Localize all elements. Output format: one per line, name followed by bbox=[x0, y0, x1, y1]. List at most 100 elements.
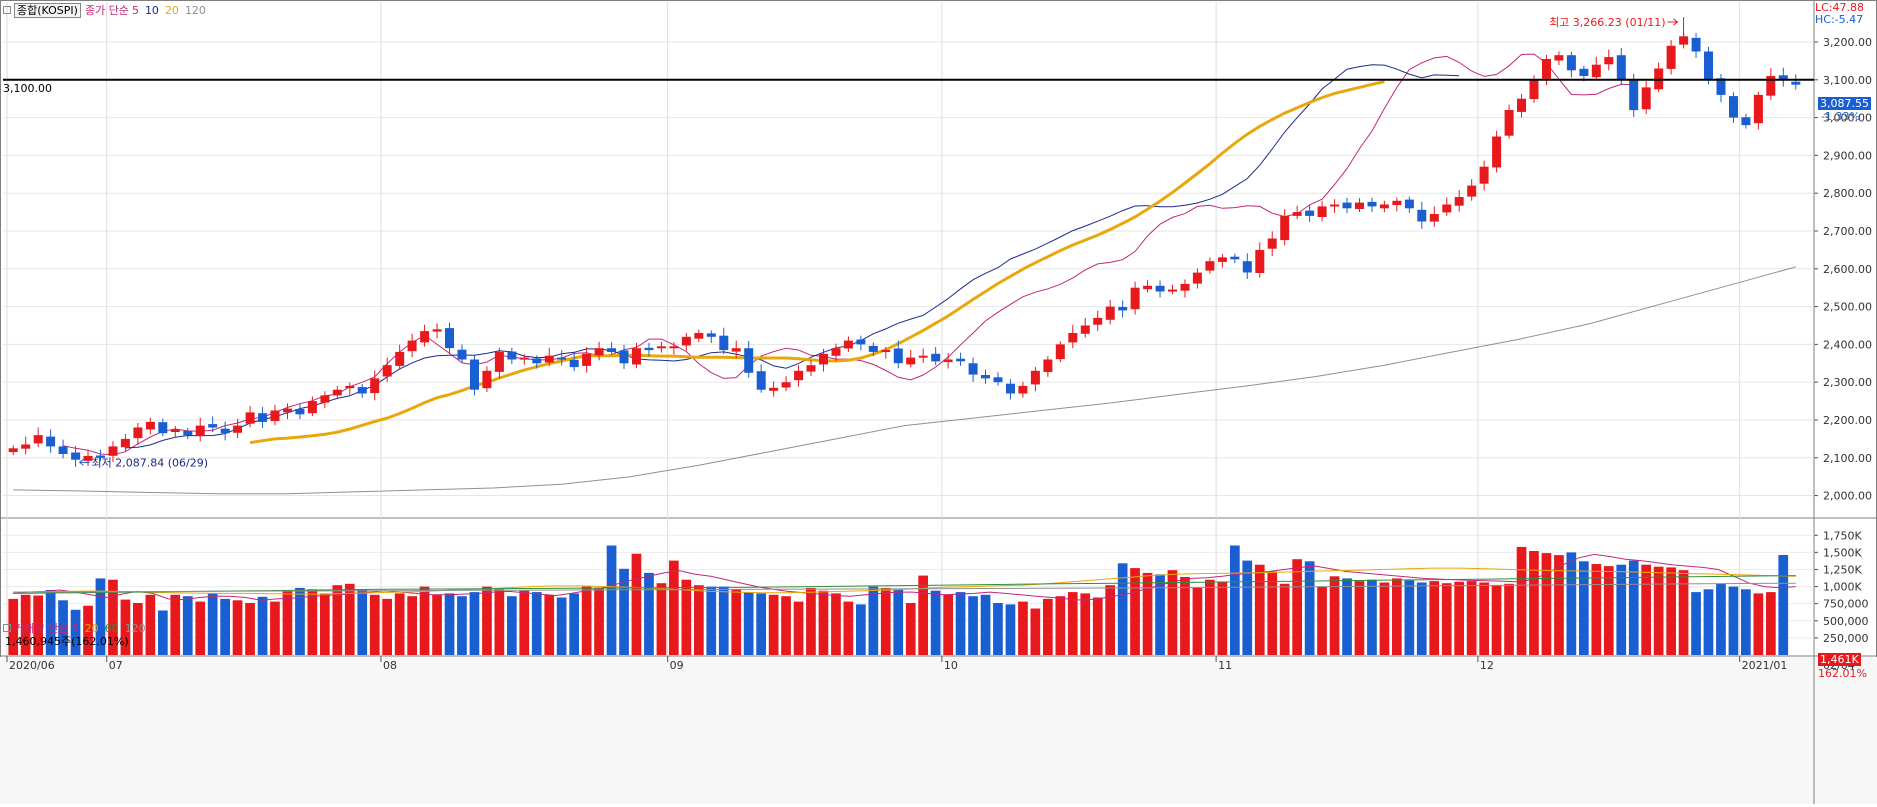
candle-body bbox=[1679, 36, 1689, 45]
volume-bar bbox=[1367, 579, 1377, 655]
candle-body bbox=[1791, 81, 1801, 85]
volume-bar bbox=[1491, 585, 1502, 655]
volume-moving-averages bbox=[13, 553, 1796, 601]
volume-tick-label: 500,000 bbox=[1823, 615, 1869, 628]
legend-toggle-icon[interactable] bbox=[3, 6, 11, 14]
volume-ma-line-5 bbox=[13, 553, 1796, 601]
candle-body bbox=[1230, 256, 1240, 260]
volume-bar bbox=[644, 572, 654, 655]
price-tick-label: 2,100.00 bbox=[1823, 452, 1872, 465]
volume-bar bbox=[1230, 545, 1240, 655]
price-legend: 종합(KOSPI) 종가 단순 5 10 20 120 bbox=[3, 2, 212, 18]
candle-body bbox=[1566, 55, 1576, 71]
volume-tick-label: 1,500K bbox=[1823, 546, 1862, 559]
volume-bar bbox=[307, 589, 318, 655]
volume-bar bbox=[743, 592, 754, 655]
volume-bar bbox=[295, 587, 305, 655]
candle-body bbox=[258, 413, 268, 422]
candle-body bbox=[1467, 185, 1477, 197]
candle-body bbox=[856, 339, 866, 345]
volume-bar bbox=[1105, 585, 1115, 655]
volume-tick-label: 250,000 bbox=[1823, 632, 1869, 645]
volume-bar bbox=[245, 603, 255, 655]
candle-body bbox=[1766, 76, 1776, 96]
candle-body bbox=[569, 359, 579, 368]
candle-body bbox=[1379, 204, 1389, 209]
volume-bar bbox=[1242, 560, 1253, 655]
volume-title: 거래량 bbox=[14, 622, 45, 635]
candle-body bbox=[208, 424, 218, 428]
candle-body bbox=[532, 358, 542, 364]
volume-bar bbox=[444, 593, 455, 655]
candle-body bbox=[806, 365, 816, 372]
candle-body bbox=[1542, 59, 1551, 79]
volume-bar bbox=[182, 596, 193, 655]
last-volume-ratio: 162.01% bbox=[1818, 667, 1867, 680]
month-tick-label: 09 bbox=[670, 659, 684, 672]
volume-ma-line-60 bbox=[13, 575, 1796, 594]
candle-body bbox=[1242, 261, 1252, 273]
volume-bar bbox=[669, 560, 679, 655]
volume-bar bbox=[1541, 553, 1552, 655]
volume-bar bbox=[1130, 568, 1140, 655]
volume-bar bbox=[1342, 578, 1352, 655]
candle-body bbox=[1629, 80, 1639, 111]
volume-bar bbox=[706, 586, 717, 655]
volume-bar bbox=[494, 589, 505, 655]
candle-body bbox=[1641, 87, 1651, 110]
volume-bar bbox=[556, 597, 567, 655]
price-tick-label: 3,000.00 bbox=[1823, 112, 1872, 125]
candle-body bbox=[220, 428, 230, 434]
candle-body bbox=[1267, 238, 1277, 249]
candle-body bbox=[1080, 325, 1090, 334]
volume-bar bbox=[880, 587, 891, 655]
volume-bar bbox=[170, 594, 181, 655]
volume-bar bbox=[320, 593, 330, 655]
volume-bar bbox=[943, 594, 953, 655]
volume-tick-label: 1,750K bbox=[1823, 529, 1862, 542]
volume-bar bbox=[45, 590, 56, 655]
volume-bar bbox=[1043, 598, 1053, 655]
candle-body bbox=[1143, 285, 1153, 290]
candle-body bbox=[906, 357, 916, 365]
candle-body bbox=[1355, 202, 1364, 209]
volume-bar bbox=[1429, 581, 1440, 655]
volume-bar bbox=[531, 592, 542, 655]
candle-body bbox=[681, 336, 691, 346]
candle-body bbox=[1068, 333, 1078, 343]
candle-body bbox=[407, 340, 417, 352]
candle-body bbox=[170, 429, 180, 432]
candle-body bbox=[1217, 257, 1227, 262]
candle-body bbox=[744, 348, 754, 373]
candle-body bbox=[1616, 55, 1626, 80]
volume-bar bbox=[58, 600, 68, 655]
candle-body bbox=[1529, 79, 1539, 100]
volume-ma-60: 60 bbox=[104, 622, 119, 635]
volume-bar bbox=[158, 610, 168, 655]
volume-bar bbox=[656, 583, 667, 655]
volume-bar bbox=[1142, 572, 1153, 655]
candle-body bbox=[1192, 272, 1202, 284]
volume-bar bbox=[1329, 576, 1340, 655]
volume-bar bbox=[905, 603, 916, 655]
month-tick-label: 08 bbox=[383, 659, 397, 672]
candle-body bbox=[1367, 201, 1377, 207]
volume-bar bbox=[1653, 566, 1664, 655]
instrument-label[interactable]: 종합(KOSPI) bbox=[14, 3, 81, 18]
volume-bar bbox=[195, 601, 206, 655]
volume-toggle-icon[interactable] bbox=[3, 624, 11, 632]
candle-body bbox=[1205, 261, 1215, 271]
volume-bar bbox=[145, 594, 156, 655]
candle-body bbox=[1442, 204, 1452, 213]
volume-ma-5: 5 bbox=[71, 622, 79, 635]
volume-bar bbox=[1117, 563, 1128, 655]
candle-body bbox=[756, 371, 766, 390]
volume-bar bbox=[282, 590, 293, 655]
volume-bar bbox=[793, 601, 804, 655]
ma-period-5: 5 bbox=[131, 4, 139, 17]
candle-body bbox=[96, 455, 105, 458]
candle-body bbox=[1492, 136, 1502, 168]
candle-body bbox=[457, 349, 467, 360]
month-tick-label: 10 bbox=[944, 659, 958, 672]
